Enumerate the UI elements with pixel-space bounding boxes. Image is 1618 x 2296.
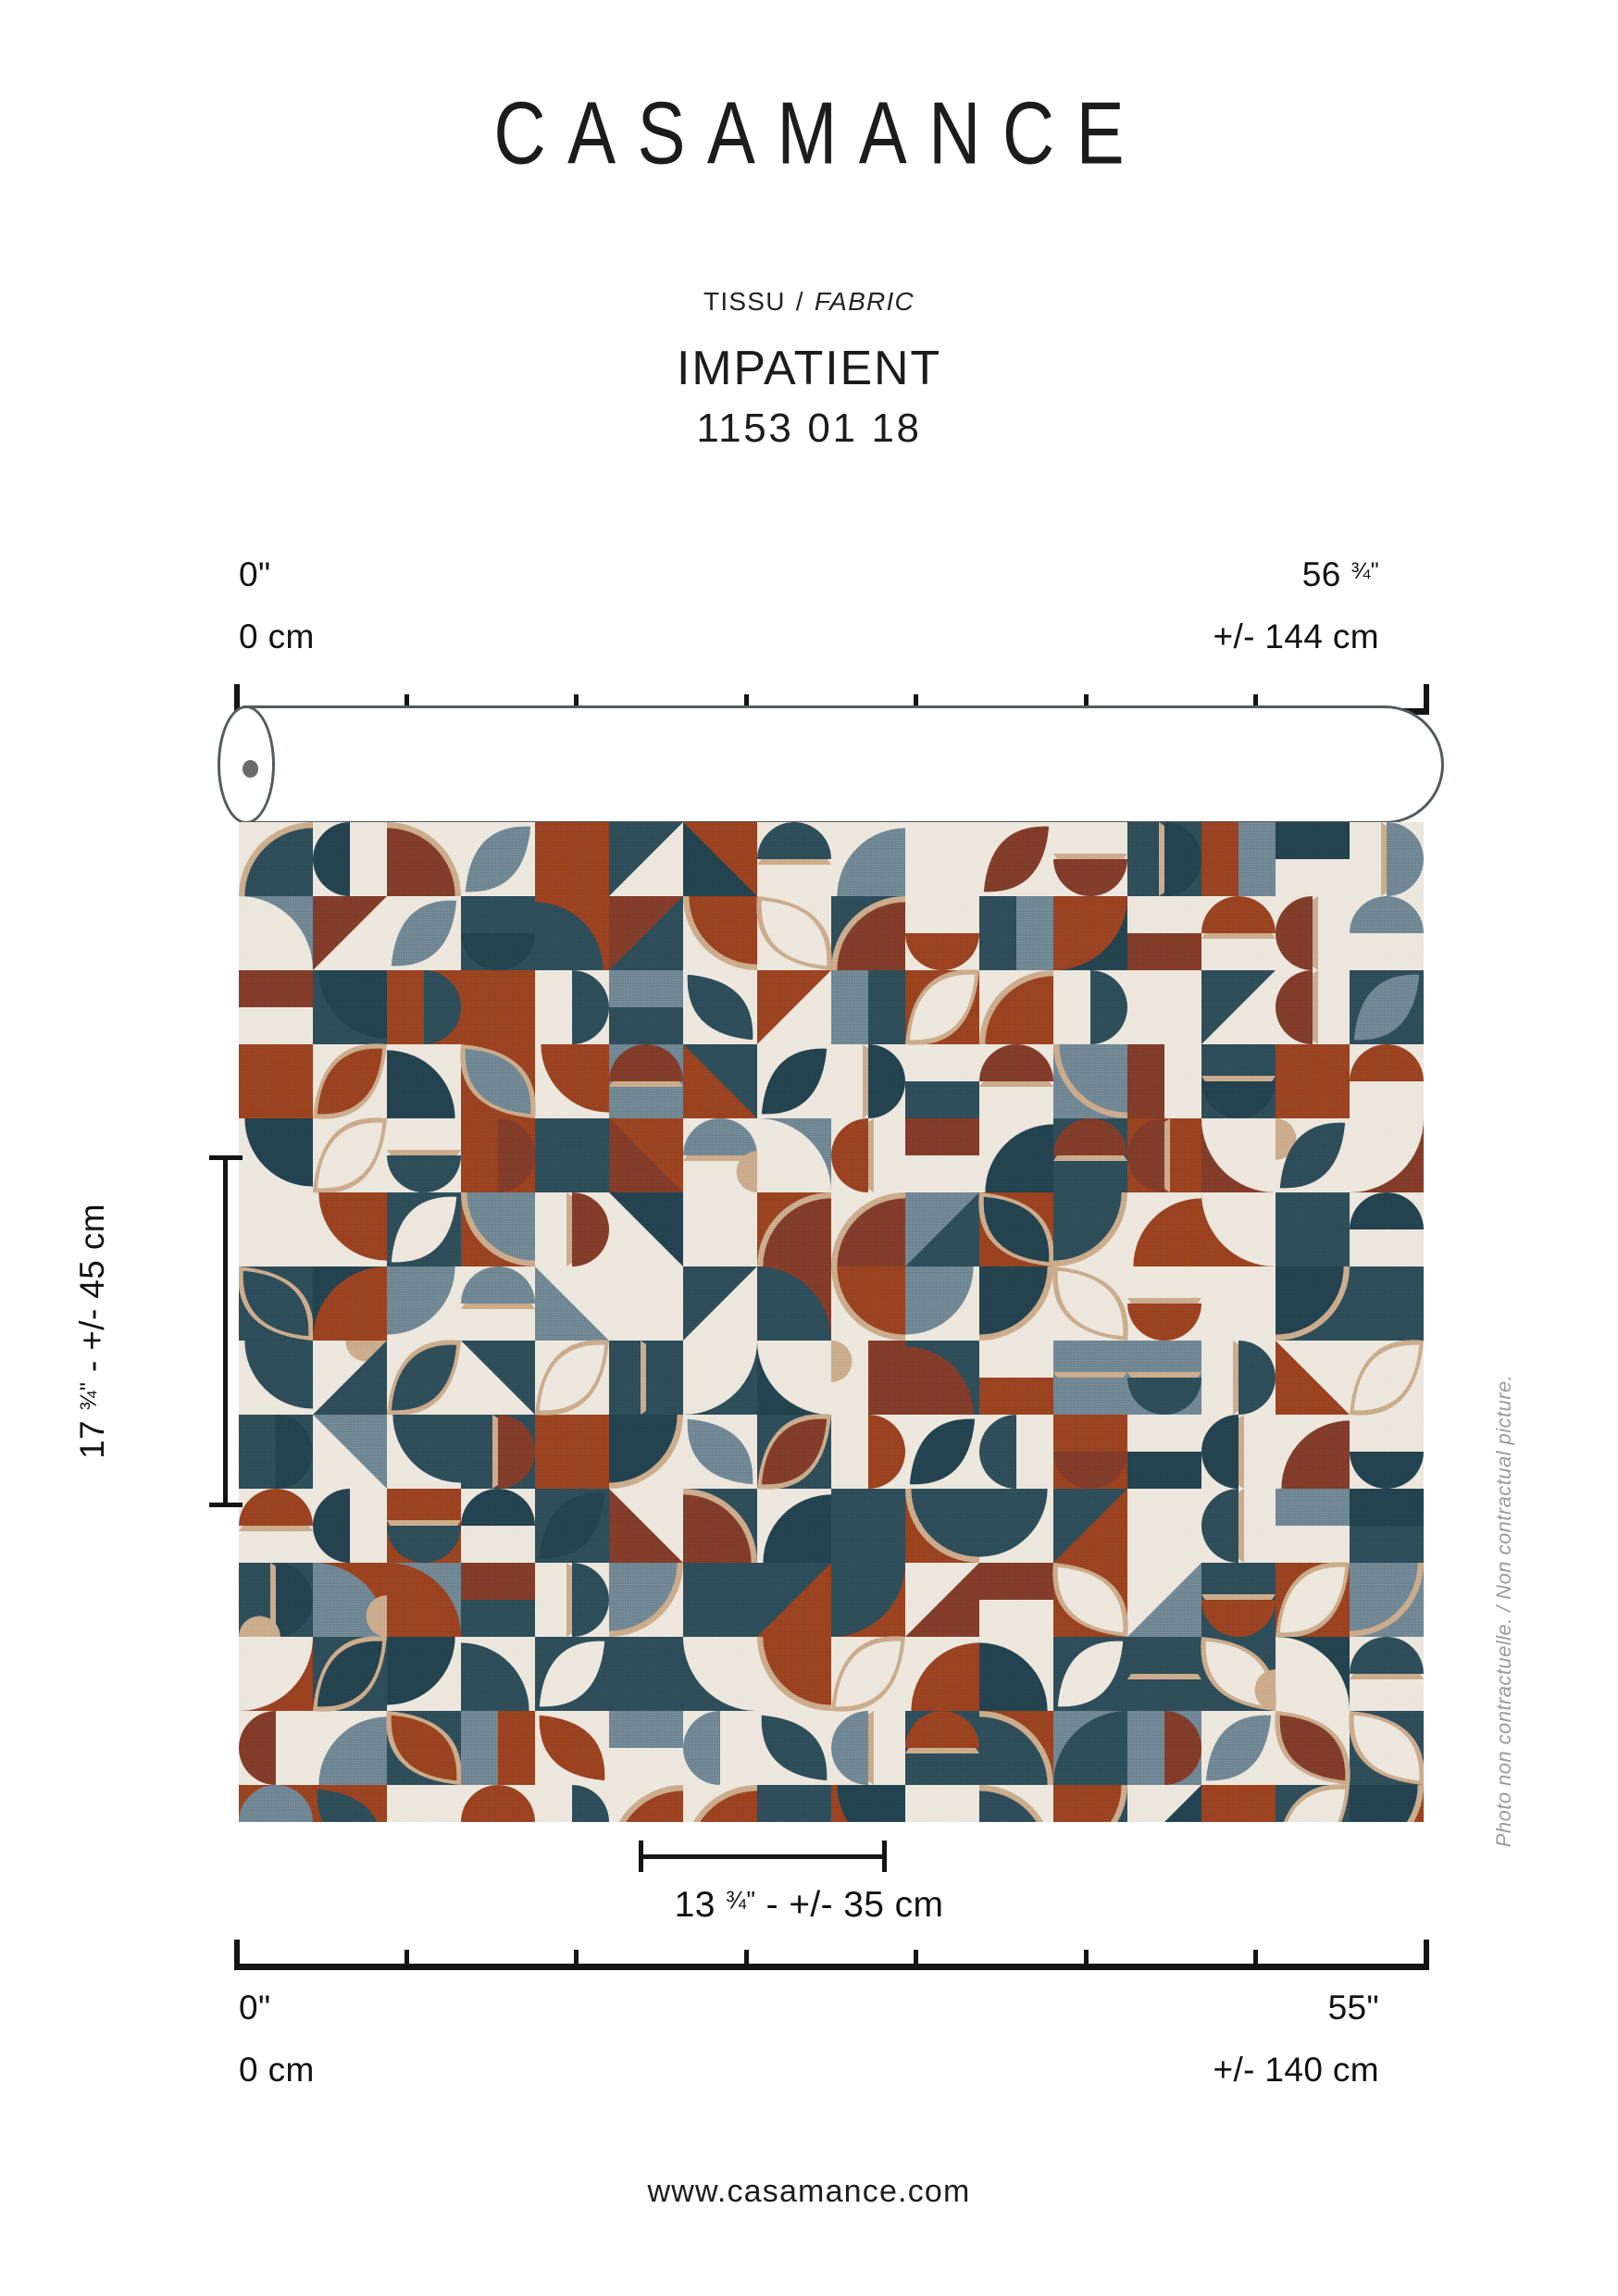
measure-top-left-cm: 0 cm: [239, 618, 315, 655]
measure-bottom-right-inches: 55": [1327, 1989, 1379, 2027]
fabric-pattern: [239, 822, 1424, 1822]
measure-top-right-inches: 56 ¾": [1302, 555, 1379, 594]
fabric-roll: [218, 705, 1444, 824]
brand-logo: CASAMANCE: [493, 82, 1147, 183]
kicker-fr: TISSU: [703, 287, 786, 316]
ruler-tick: [743, 1950, 749, 1970]
horizontal-repeat-line: [639, 1854, 887, 1859]
fabric-roll-core-dot: [243, 760, 258, 778]
horizontal-repeat-whole: 13: [674, 1885, 716, 1925]
measure-top-right-inches-fraction: ¾": [1350, 557, 1379, 584]
ruler-tick: [574, 694, 579, 715]
ruler-tick: [1253, 1950, 1259, 1970]
ruler-tick: [914, 694, 919, 715]
ruler-tick: [1083, 1950, 1089, 1970]
horizontal-repeat-label: 13 ¾" - +/- 35 cm: [0, 1885, 1618, 1926]
vertical-repeat-fraction: ¾": [75, 1381, 102, 1411]
vertical-repeat-rest: - +/- 45 cm: [73, 1204, 111, 1373]
disclaimer-text: Photo non contractuelle. / Non contractu…: [1492, 1374, 1515, 1848]
footer-website[interactable]: www.casamance.com: [647, 2174, 971, 2209]
vertical-repeat-line: [223, 1155, 228, 1507]
fabric-roll-endcap: [218, 705, 275, 824]
measure-bottom-right-cm: +/- 140 cm: [1213, 2051, 1379, 2089]
horizontal-repeat-rest: - +/- 35 cm: [765, 1885, 944, 1925]
ruler-tick: [1424, 1940, 1429, 1970]
vertical-repeat-label: 17 ¾" - +/- 45 cm: [73, 1204, 112, 1459]
ruler-tick: [914, 1950, 919, 1970]
ruler-tick: [1424, 684, 1429, 715]
product-name: IMPATIENT: [676, 342, 941, 395]
horizontal-repeat-fraction: ¾": [726, 1886, 756, 1915]
ruler-tick: [1083, 694, 1089, 715]
fabric-swatch: [239, 822, 1424, 1822]
ruler-tick: [404, 1950, 409, 1970]
horizontal-repeat-cap-right: [882, 1841, 887, 1872]
measure-bottom-left-cm: 0 cm: [239, 2051, 315, 2089]
horizontal-repeat-bracket: [639, 1841, 887, 1872]
ruler-tick: [1253, 694, 1259, 715]
ruler-tick: [404, 694, 409, 715]
measure-top-left-inches: 0": [239, 555, 271, 593]
ruler-tick: [743, 694, 749, 715]
ruler-tick: [234, 1940, 240, 1970]
measure-bottom-left-inches: 0": [239, 1989, 271, 2027]
kicker-en: FABRIC: [814, 287, 915, 316]
product-reference: 1153 01 18: [696, 406, 922, 451]
vertical-repeat-whole: 17: [73, 1419, 111, 1459]
measure-top-right-cm: +/- 144 cm: [1213, 618, 1379, 655]
ruler-tick: [234, 684, 240, 715]
vertical-repeat-cap-bottom: [209, 1503, 243, 1507]
kicker-separator: /: [795, 287, 804, 316]
ruler-tick: [574, 1950, 579, 1970]
fabric-roll-body: [243, 705, 1444, 824]
vertical-repeat-bracket: [207, 1155, 244, 1507]
ruler-bottom-bar: [234, 1964, 1428, 1970]
fabric-type-kicker: TISSU / FABRIC: [0, 287, 1618, 317]
measure-top-right-inches-whole: 56: [1301, 555, 1341, 593]
ruler-bottom: [234, 1939, 1429, 1970]
